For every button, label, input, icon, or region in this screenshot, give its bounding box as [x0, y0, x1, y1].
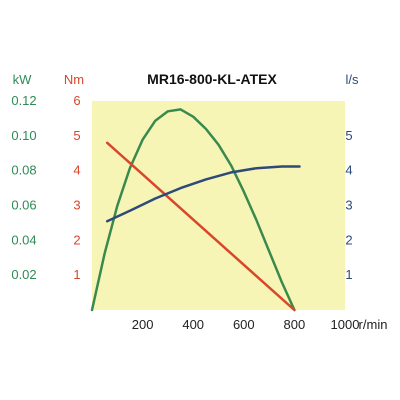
x-tick-label: 800 [284, 317, 306, 332]
nm-tick-label: 1 [73, 267, 80, 282]
kw-tick-label: 0.04 [11, 232, 36, 247]
kw-tick-label: 0.10 [11, 128, 36, 143]
x-axis-ticks: 200 400 600 800 1000 [132, 317, 360, 332]
kw-axis-unit: kW [13, 72, 33, 87]
nm-tick-label: 6 [73, 93, 80, 108]
ls-tick-label: 4 [345, 163, 352, 178]
kw-tick-label: 0.06 [11, 198, 36, 213]
x-tick-label: 600 [233, 317, 255, 332]
ls-axis-unit: l/s [346, 72, 360, 87]
nm-axis-unit: Nm [64, 72, 84, 87]
kw-axis-ticks: 0.02 0.04 0.06 0.08 0.10 0.12 [11, 93, 36, 282]
x-tick-label: 400 [182, 317, 204, 332]
power-curve [90, 108, 296, 312]
ls-tick-label: 1 [345, 267, 352, 282]
nm-tick-label: 3 [73, 198, 80, 213]
nm-tick-label: 2 [73, 232, 80, 247]
x-axis-unit: r/min [359, 317, 388, 332]
ls-axis-ticks: 1 2 3 4 5 [345, 128, 352, 282]
plot-background [92, 101, 345, 310]
ls-tick-label: 3 [345, 198, 352, 213]
kw-tick-label: 0.12 [11, 93, 36, 108]
ls-tick-label: 2 [345, 232, 352, 247]
ls-tick-label: 5 [345, 128, 352, 143]
nm-axis-ticks: 1 2 3 4 5 6 [73, 93, 80, 282]
torque-line [105, 141, 296, 312]
nm-tick-label: 5 [73, 128, 80, 143]
flow-curve [105, 165, 301, 223]
nm-tick-label: 4 [73, 163, 80, 178]
x-tick-label: 1000 [331, 317, 360, 332]
x-tick-label: 200 [132, 317, 154, 332]
chart-title: MR16-800-KL-ATEX [147, 71, 277, 87]
series-layer [90, 108, 301, 312]
kw-tick-label: 0.08 [11, 163, 36, 178]
kw-tick-label: 0.02 [11, 267, 36, 282]
